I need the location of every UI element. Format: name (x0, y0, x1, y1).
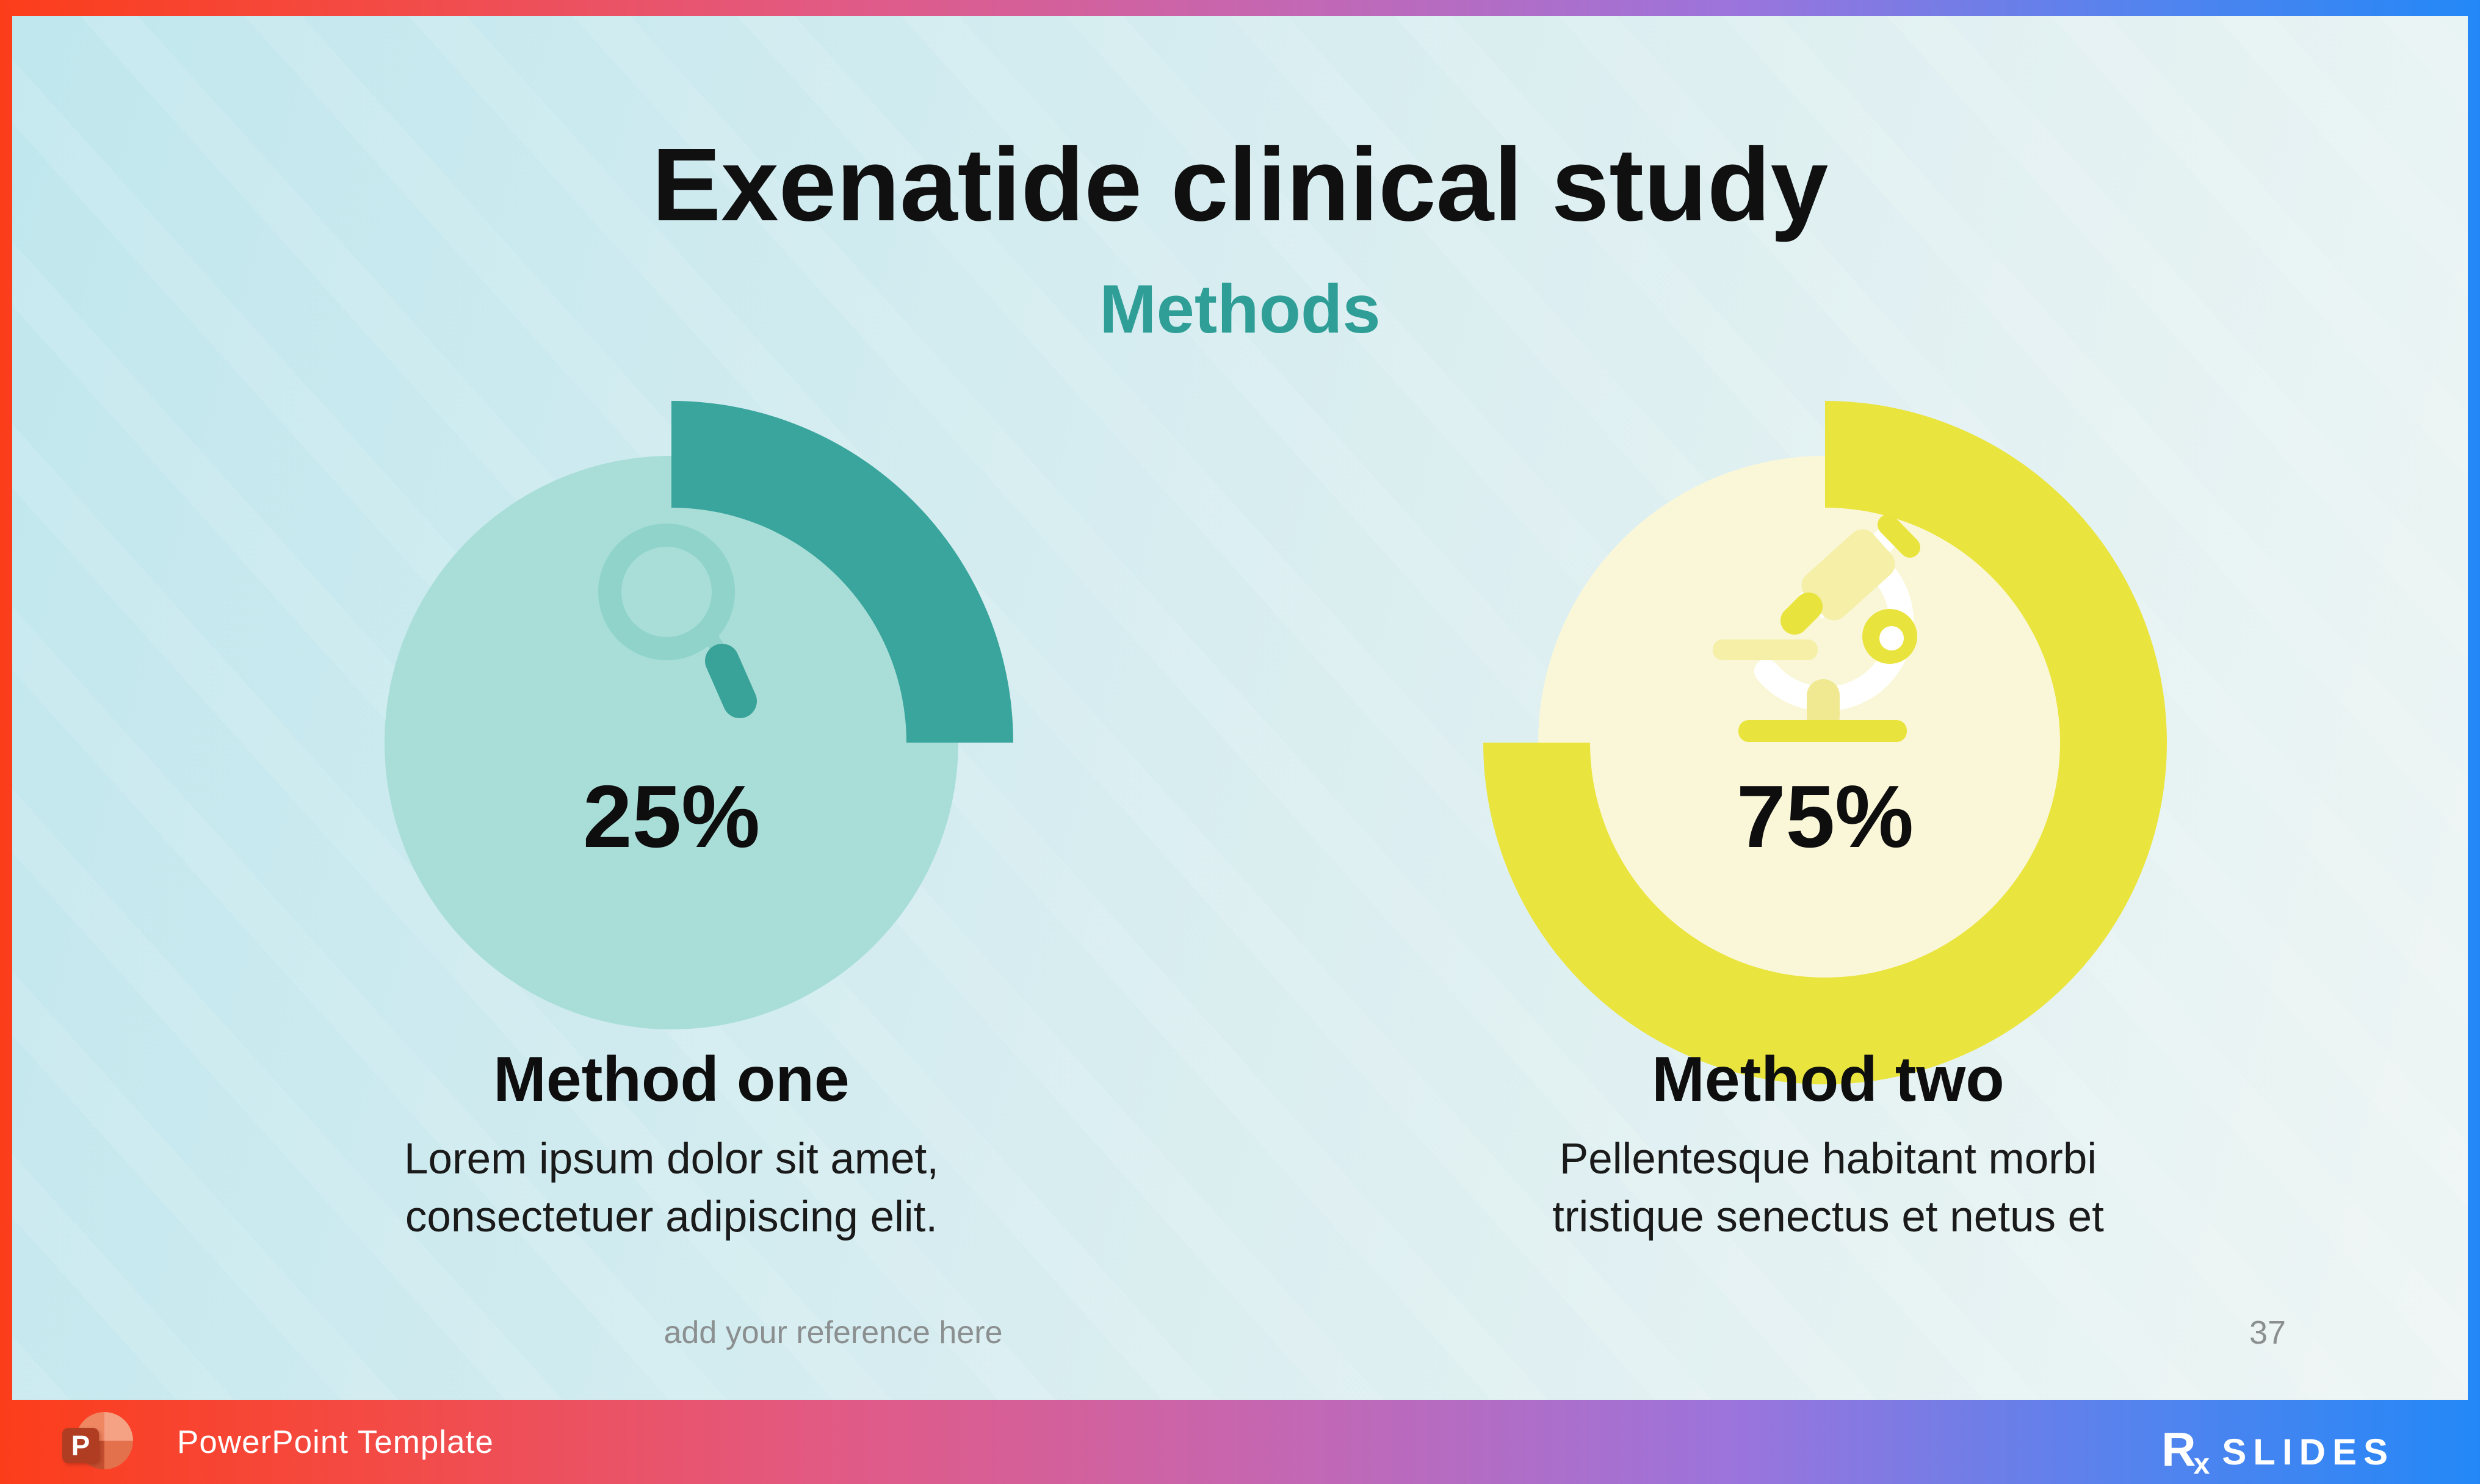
donut-chart-method-two: 75% (1459, 376, 2191, 1109)
slide-subtitle: Methods (1099, 271, 1381, 347)
percent-label: 75% (1736, 767, 1914, 866)
powerpoint-template-label: PowerPoint Template (177, 1424, 494, 1460)
donut-arc (671, 401, 1013, 743)
page-number: 37 (2249, 1314, 2287, 1351)
method-one-title: Method one (493, 1044, 850, 1115)
slide-canvas: Exenatide clinical study Methods 25% Met… (12, 16, 2468, 1400)
powerpoint-icon: P (62, 1400, 160, 1484)
search-icon (598, 524, 757, 718)
percent-label: 25% (582, 767, 761, 866)
donut-svg-method-two (1483, 401, 2167, 1084)
rxslides-logo-text: SLIDES (2222, 1432, 2395, 1472)
donut-arc (1483, 401, 2167, 1084)
powerpoint-letter-badge: P (62, 1428, 99, 1463)
rxslides-logo-x: x (2193, 1448, 2210, 1480)
footer-bar: P PowerPoint Template R x SLIDES (0, 1400, 2480, 1484)
donut-chart-method-one: 25% (305, 376, 1038, 1109)
donut-fill-circle (385, 456, 958, 1029)
donut-fill-circle (1538, 456, 2112, 1029)
reference-placeholder: add your reference here (663, 1315, 1003, 1350)
slide-title: Exenatide clinical study (651, 127, 1829, 243)
microscope-icon (1713, 514, 1920, 742)
rxslides-logo: R x SLIDES (2161, 1418, 2395, 1479)
method-two-description: Pellentesque habitant morbi tristique se… (1552, 1135, 2104, 1241)
method-one-description: Lorem ipsum dolor sit amet, consectetuer… (404, 1135, 939, 1241)
rxslides-logo-r: R (2161, 1422, 2196, 1476)
method-two-title: Method two (1652, 1044, 2005, 1115)
donut-svg-method-one (385, 401, 1013, 1029)
